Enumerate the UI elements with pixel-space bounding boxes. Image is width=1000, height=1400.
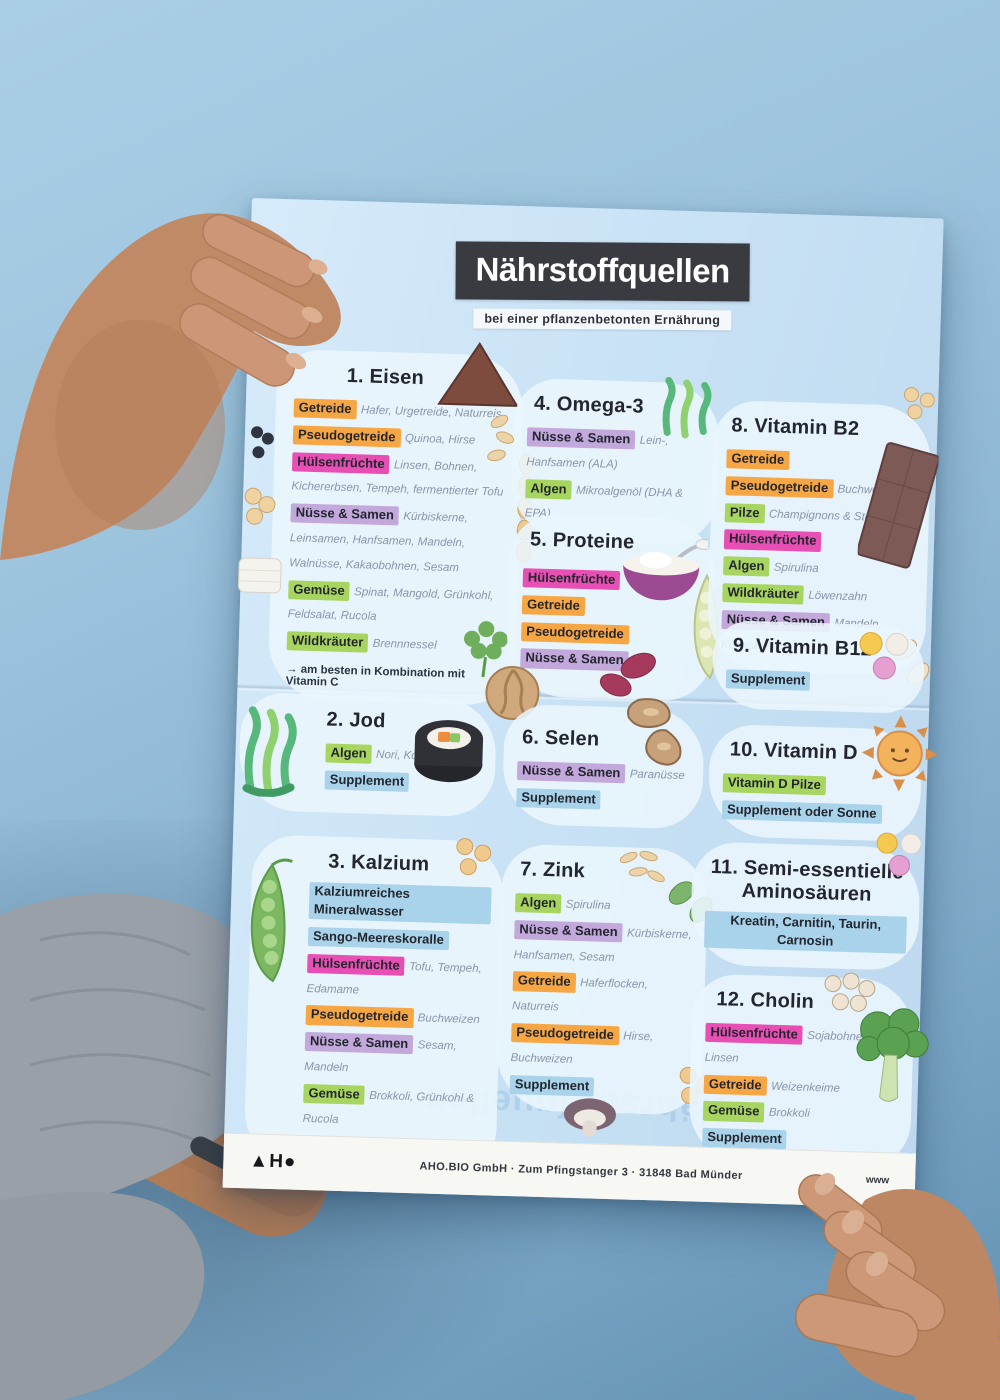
nutrition-poster: Nährstoffquellen bei einer pflanzenbeton… — [222, 198, 944, 1209]
entry-detail: Brokkoli — [768, 1107, 810, 1121]
category-tag: Getreide — [703, 1074, 767, 1096]
aho-logo: ▲H● — [249, 1150, 297, 1173]
sushi-roll-icon — [414, 720, 484, 783]
oat-seeds-icon — [619, 850, 665, 883]
section-jod: 2. Jod Algen Nori, Kombu Supplement — [237, 691, 498, 818]
category-tag: Supplement — [509, 1074, 595, 1097]
category-tag: Nüsse & Samen — [304, 1032, 414, 1055]
section-title: 8. Vitamin B2 — [731, 414, 860, 441]
category-tag: Algen — [525, 478, 572, 500]
sleeve-folds — [29, 931, 211, 1142]
section-kalzium: 3. Kalzium Kalziumreiches Mineralwasser … — [243, 834, 506, 1177]
entry-detail: Buchweizen — [417, 1012, 480, 1027]
section-vitamin-b12: 9. Vitamin B12 Supplement — [711, 619, 926, 715]
category-tag: Algen — [723, 556, 770, 577]
seaweed-icon — [242, 706, 297, 798]
poster-subtitle: bei einer pflanzenbetonten Ernährung — [473, 308, 732, 331]
chickpeas-icon — [244, 487, 276, 525]
pills-icon — [859, 632, 909, 680]
poster-header: Nährstoffquellen bei einer pflanzenbeton… — [417, 241, 788, 331]
mushroom-icon — [563, 1098, 616, 1137]
entry-detail: Löwenzahn — [808, 589, 868, 604]
category-tag: Kreatin, Carnitin, Taurin, Carnosin — [703, 910, 907, 955]
category-tag: Wildkräuter — [722, 583, 805, 605]
category-tag: Supplement oder Sonne — [721, 800, 882, 824]
entry-detail: Paranüsse — [629, 768, 685, 783]
category-tag: Getreide — [521, 594, 586, 617]
section-zink: 7. Zink Algen Spirulina Nüsse & Samen Kü… — [495, 843, 713, 1137]
category-tag: Hülsenfrüchte — [723, 529, 822, 552]
pills-icon — [876, 832, 922, 877]
category-tag: Algen — [514, 893, 562, 914]
category-tag: Supplement — [324, 770, 410, 792]
category-tag: Hülsenfrüchte — [522, 568, 621, 591]
entry-detail: Spirulina — [773, 561, 819, 576]
category-tag: Gemüse — [303, 1083, 366, 1105]
section-cholin: 12. Cholin Hülsenfrüchte Sojabohnen, Lin… — [687, 972, 929, 1170]
chickpeas-icon — [903, 387, 935, 420]
chocolate-triangle-icon — [437, 341, 519, 408]
chickpeas-icon — [456, 838, 492, 876]
section-proteine: 5. Proteine Hülsenfrüchte Getreide Pseud… — [485, 513, 719, 720]
tofu-block-icon — [237, 557, 282, 594]
entry-detail: Weizenkeime — [770, 1080, 841, 1095]
seeds-icon — [487, 414, 515, 462]
category-tag: Nüsse & Samen — [514, 919, 623, 943]
hand-top-left — [0, 213, 341, 560]
category-tag: Vitamin D Pilze — [722, 773, 827, 796]
yogurt-bowl-icon — [623, 539, 709, 601]
kidney-beans-icon — [599, 652, 656, 697]
broccoli-icon — [856, 1008, 929, 1102]
seaweed-icon — [662, 376, 712, 439]
category-tag: Pseudogetreide — [511, 1023, 620, 1046]
fingernails — [285, 259, 328, 370]
category-tag: Pilze — [724, 502, 765, 524]
parsley-icon — [464, 621, 509, 678]
brazil-nuts-icon — [627, 698, 682, 766]
sun-icon — [861, 715, 938, 792]
category-tag: Hülsenfrüchte — [307, 953, 405, 976]
section-vitamin-d: 10. Vitamin D Vitamin D Pilze Supplement… — [707, 715, 938, 842]
category-tag: Nüsse & Samen — [526, 427, 636, 450]
entry-detail: Spirulina — [565, 898, 611, 912]
section-aminosaeuren: 11. Semi-essentielle Aminosäuren Kreatin… — [689, 832, 922, 972]
category-tag: Pseudogetreide — [520, 621, 630, 645]
category-tag: Supplement — [725, 669, 811, 691]
pea-pod-icon — [250, 858, 293, 983]
category-tag: Getreide — [512, 971, 576, 993]
category-tag: Supplement — [516, 787, 601, 810]
category-tag: Algen — [325, 743, 372, 764]
entry-detail: Quinoa, Hirse — [404, 432, 476, 447]
category-tag: Pseudogetreide — [305, 1005, 414, 1028]
entry-detail: Brennnessel — [372, 637, 437, 652]
fingernails — [814, 1173, 889, 1277]
category-tag: Wildkräuter — [286, 631, 369, 653]
walnut-icon — [485, 665, 540, 720]
footer-address: AHO.BIO GmbH · Zum Pfingstanger 3 · 3184… — [419, 1160, 743, 1182]
category-tag: Getreide — [726, 449, 790, 471]
category-tag: Kalziumreiches Mineralwasser — [308, 882, 492, 925]
section-omega3: 4. Omega-3 Nüsse & Samen Lein-, Hanfsame… — [487, 376, 721, 546]
category-tag: Gemüse — [702, 1101, 765, 1123]
soybeans-icon — [824, 972, 876, 1012]
hand-bottom-right — [795, 1173, 1000, 1400]
section-selen: 6. Selen Nüsse & Samen Paranüsse Supplem… — [501, 698, 706, 830]
chocolate-bar-icon — [857, 442, 940, 569]
blueberries-icon — [251, 426, 274, 459]
category-tag: Sango-Meereskoralle — [307, 926, 450, 951]
poster-title: Nährstoffquellen — [455, 241, 750, 302]
category-tag: Pseudogetreide — [725, 475, 834, 499]
category-tag: Hülsenfrüchte — [705, 1022, 804, 1045]
